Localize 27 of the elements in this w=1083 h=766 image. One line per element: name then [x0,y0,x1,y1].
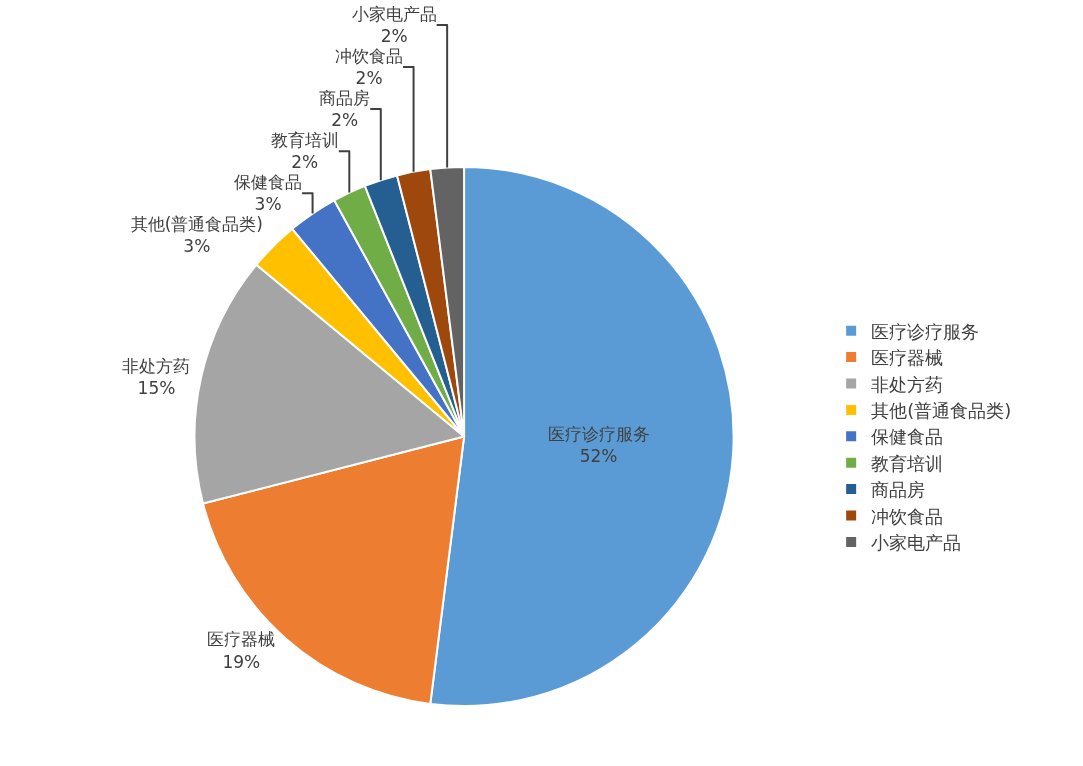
slice-label: 其他(普通食品类) [130,214,263,235]
data-label: 2% [291,152,319,173]
data-label: 15% [137,377,176,398]
data-label: 3% [183,236,211,257]
slice-label: 医疗诊疗服务 [547,423,650,444]
data-label: 2% [331,110,359,131]
legend-label: 其他(普通食品类) [871,399,1012,421]
slice-label: 非处方药 [122,355,191,376]
legend-label: 冲饮食品 [871,505,944,527]
slice-label: 教育培训 [270,130,339,151]
slice-label: 冲饮食品 [335,45,404,66]
slice-label: 保健食品 [234,172,303,193]
legend-label: 非处方药 [871,373,944,395]
legend-label: 小家电产品 [871,531,962,553]
legend-label: 医疗诊疗服务 [871,320,980,342]
data-label: 2% [355,68,383,89]
legend-label: 教育培训 [871,452,944,474]
data-label: 2% [380,25,408,46]
slice-label: 商品房 [319,88,371,109]
slice-label: 医疗器械 [207,629,276,650]
legend-label: 医疗器械 [871,347,944,369]
data-label: 3% [254,194,282,215]
data-label: 19% [222,651,261,672]
legend-label: 商品房 [871,479,926,501]
slice-label: 小家电产品 [351,3,437,24]
legend-label: 保健食品 [871,426,944,448]
data-label: 52% [579,446,618,467]
